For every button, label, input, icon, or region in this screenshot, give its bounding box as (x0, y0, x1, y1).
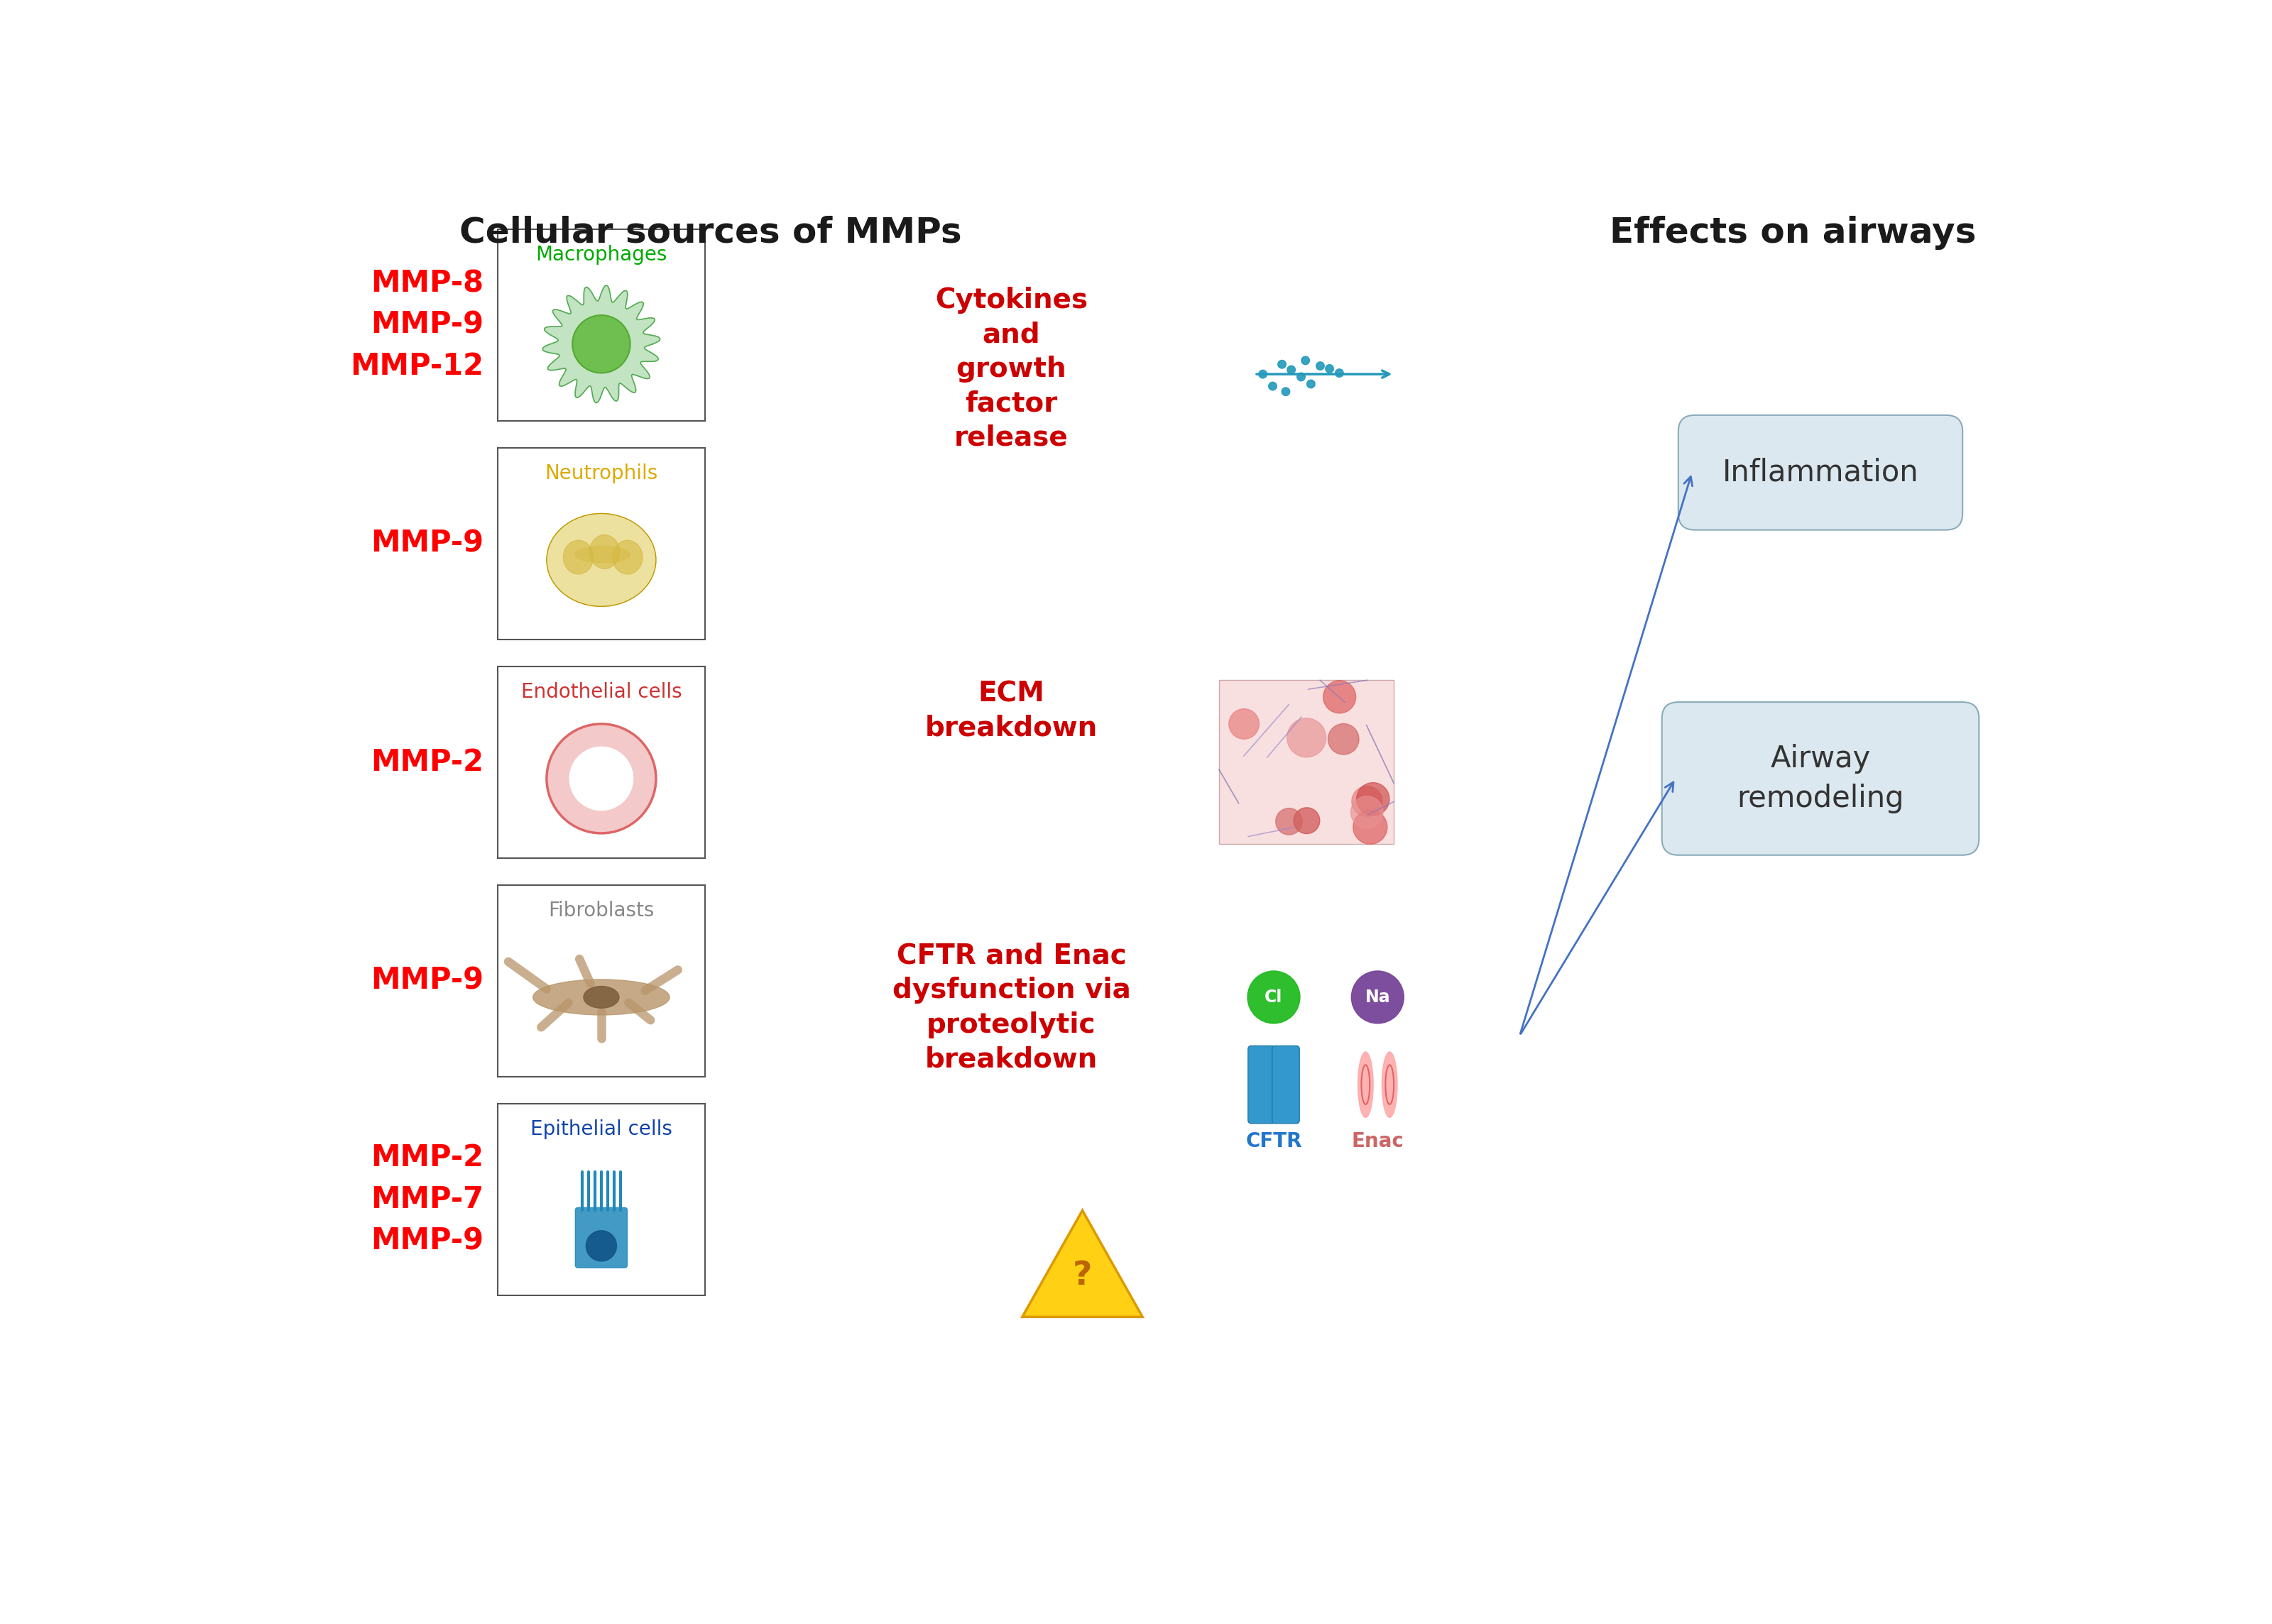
Circle shape (1297, 374, 1304, 382)
Text: Neutrophils: Neutrophils (545, 463, 659, 482)
Text: Cytokines
and
growth
factor
release: Cytokines and growth factor release (936, 287, 1088, 451)
Circle shape (573, 315, 629, 374)
FancyBboxPatch shape (498, 448, 704, 640)
Ellipse shape (548, 513, 657, 606)
Text: Airway
remodeling: Airway remodeling (1736, 744, 1904, 814)
Circle shape (1229, 708, 1259, 739)
Text: Endothelial cells: Endothelial cells (520, 682, 682, 702)
Text: Epithelial cells: Epithelial cells (529, 1119, 673, 1138)
Circle shape (1325, 364, 1334, 374)
Text: MMP-9: MMP-9 (370, 966, 484, 996)
Text: MMP-2: MMP-2 (370, 747, 484, 778)
Circle shape (1302, 356, 1309, 364)
Circle shape (1247, 971, 1300, 1023)
Circle shape (1336, 369, 1343, 377)
Text: MMP-2
MMP-7
MMP-9: MMP-2 MMP-7 MMP-9 (370, 1143, 484, 1255)
Text: Effects on airways: Effects on airways (1611, 216, 1977, 250)
Text: MMP-8
MMP-9
MMP-12: MMP-8 MMP-9 MMP-12 (350, 268, 484, 382)
Ellipse shape (1381, 1052, 1397, 1117)
Circle shape (1352, 796, 1384, 828)
Circle shape (1288, 365, 1295, 374)
Circle shape (1259, 370, 1268, 378)
FancyBboxPatch shape (1679, 416, 1963, 529)
Circle shape (1286, 718, 1327, 757)
Circle shape (1306, 380, 1315, 388)
Ellipse shape (584, 986, 618, 1009)
Ellipse shape (613, 541, 643, 575)
Ellipse shape (575, 546, 629, 562)
Circle shape (1354, 810, 1388, 844)
FancyBboxPatch shape (498, 885, 704, 1077)
Text: ?: ? (1072, 1260, 1093, 1293)
Text: Fibroblasts: Fibroblasts (548, 900, 654, 921)
Circle shape (1268, 382, 1277, 390)
Circle shape (1277, 361, 1286, 369)
Ellipse shape (534, 979, 670, 1015)
Text: Cellular sources of MMPs: Cellular sources of MMPs (459, 216, 961, 250)
Text: Na: Na (1365, 989, 1390, 1005)
FancyBboxPatch shape (1220, 680, 1395, 844)
Circle shape (1293, 807, 1320, 833)
FancyBboxPatch shape (498, 1104, 704, 1294)
Circle shape (1322, 680, 1356, 713)
Circle shape (1275, 809, 1302, 835)
Ellipse shape (1359, 1052, 1372, 1117)
Ellipse shape (588, 534, 620, 568)
Circle shape (570, 747, 634, 810)
Text: Cl: Cl (1266, 989, 1284, 1005)
FancyBboxPatch shape (498, 229, 704, 421)
Ellipse shape (563, 541, 593, 575)
Text: CFTR and Enac
dysfunction via
proteolytic
breakdown: CFTR and Enac dysfunction via proteolyti… (893, 942, 1131, 1073)
Polygon shape (543, 286, 659, 403)
Circle shape (1352, 971, 1404, 1023)
FancyBboxPatch shape (498, 666, 704, 857)
Text: Inflammation: Inflammation (1722, 458, 1918, 487)
FancyBboxPatch shape (1247, 1046, 1275, 1124)
Circle shape (1356, 783, 1390, 815)
Polygon shape (1022, 1210, 1143, 1317)
Text: CFTR: CFTR (1245, 1130, 1302, 1151)
FancyBboxPatch shape (1661, 702, 1979, 856)
Circle shape (1281, 388, 1290, 396)
FancyBboxPatch shape (575, 1208, 627, 1268)
Circle shape (1315, 362, 1325, 370)
Text: Enac: Enac (1352, 1130, 1404, 1151)
FancyBboxPatch shape (1272, 1046, 1300, 1124)
Circle shape (1352, 786, 1381, 817)
Text: ECM
breakdown: ECM breakdown (925, 680, 1097, 742)
Text: Macrophages: Macrophages (536, 245, 668, 265)
Text: MMP-9: MMP-9 (370, 529, 484, 559)
Circle shape (548, 724, 657, 833)
Circle shape (1329, 724, 1359, 755)
Circle shape (586, 1231, 616, 1262)
